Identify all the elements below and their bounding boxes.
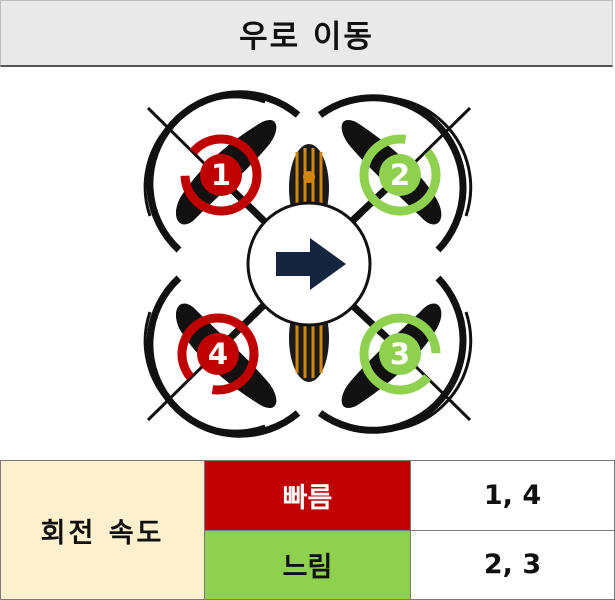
- rotor-3: 3: [317, 275, 473, 434]
- rotor-4: 4: [143, 275, 301, 438]
- rotor-4-number: 4: [208, 337, 228, 371]
- rotor-3-number: 3: [390, 337, 410, 371]
- rotor-4-badge: [197, 333, 239, 375]
- slow-label: 느림: [204, 529, 411, 600]
- direction-indicator: [246, 201, 372, 327]
- rotation-speed-table: 회전 속도 빠름 1, 4 느림 2, 3: [0, 460, 615, 600]
- page-title: 우로 이동: [239, 18, 374, 55]
- rotor-3-badge: [379, 333, 421, 375]
- rotor-1-number: 1: [211, 158, 231, 192]
- rotor-2-badge: [379, 154, 421, 196]
- fast-label: 빠름: [204, 460, 411, 531]
- rotation-speed-label: 회전 속도: [0, 460, 205, 600]
- rotor-2: 2: [317, 94, 473, 253]
- rotor-1-badge: [200, 154, 242, 196]
- rotor-2-number: 2: [390, 158, 410, 192]
- title-bar: 우로 이동: [0, 0, 613, 67]
- rotor-1: 1: [143, 90, 301, 253]
- right-arrow-icon: [276, 238, 346, 290]
- slow-rotors: 2, 3: [410, 529, 615, 600]
- drone-diagram: 1 2 4 3: [0, 68, 615, 460]
- fast-rotors: 1, 4: [410, 460, 615, 531]
